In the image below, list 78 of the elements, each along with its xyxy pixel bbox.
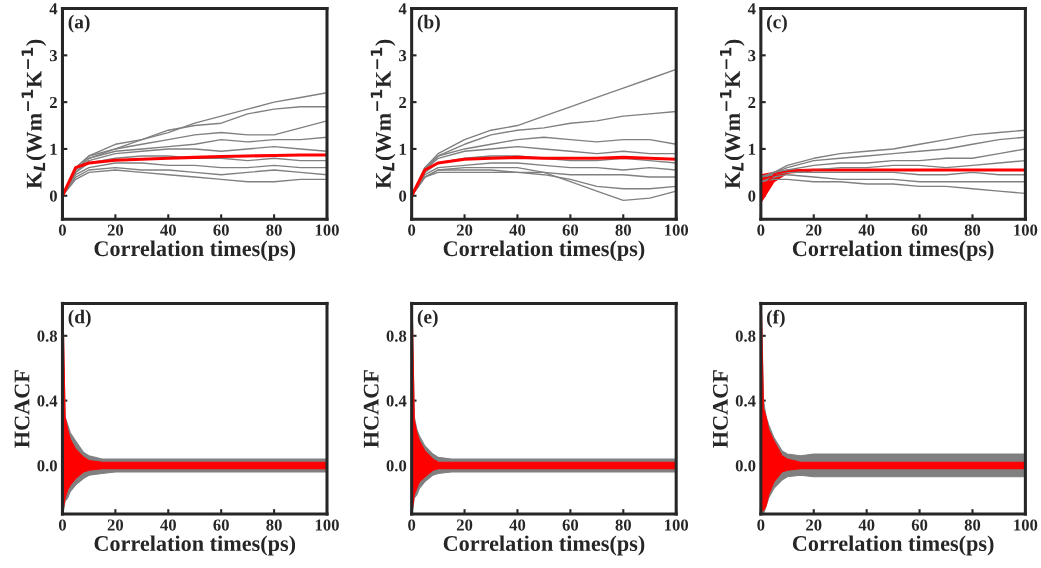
x-tick-label: 100	[315, 519, 339, 531]
x-axis-title: Correlation times(ps)	[443, 240, 645, 261]
y-tick-label: 2	[399, 96, 407, 108]
x-axis-title: Correlation times(ps)	[94, 535, 296, 556]
x-tick-label: 60	[911, 519, 928, 531]
y-axis-title: HCACF	[14, 370, 30, 448]
x-tick-label: 100	[315, 224, 339, 236]
y-tick-label: 1	[50, 143, 57, 155]
x-tick-label: 20	[806, 519, 822, 531]
x-axis-title: Correlation times(ps)	[94, 240, 296, 261]
x-tick-label: 40	[160, 224, 176, 236]
y-tick-label: 0	[748, 190, 756, 202]
y-tick-label: 0.8	[37, 330, 58, 342]
x-tick-label: 40	[509, 224, 526, 236]
y-axis-title: K$_{L}$(Wm$^{−1}$K$^{−1}$)	[719, 39, 745, 189]
x-axis-title: Correlation times(ps)	[792, 535, 994, 556]
y-tick-label: 1	[748, 143, 756, 155]
y-tick-label: 0	[49, 190, 57, 202]
y-axis-title: K$_{L}$(Wm$^{−1}$K$^{−1}$)	[21, 39, 47, 189]
y-tick-label: 0.4	[37, 395, 58, 407]
x-tick-label: 80	[964, 224, 981, 236]
y-tick-label: 0.0	[386, 460, 407, 472]
y-tick-label: 3	[399, 50, 407, 62]
x-tick-label: 60	[562, 519, 579, 531]
annotation: (f)	[766, 309, 785, 328]
x-tick-label: 20	[806, 224, 822, 236]
annotation: (b)	[417, 14, 440, 33]
x-tick-label: 0	[58, 519, 66, 531]
x-tick-label: 80	[964, 519, 981, 531]
x-tick-label: 60	[213, 519, 229, 531]
y-tick-label: 0.4	[735, 395, 756, 407]
y-tick-label: 4	[747, 3, 756, 15]
x-tick-label: 80	[615, 224, 631, 236]
y-tick-label: 0	[399, 190, 407, 202]
x-tick-label: 0	[408, 224, 416, 236]
x-tick-label: 0	[58, 224, 66, 236]
y-tick-label: 0.4	[386, 395, 407, 407]
y-tick-label: 3	[748, 50, 756, 62]
y-tick-label: 2	[49, 96, 57, 108]
y-axis-title: HCACF	[712, 370, 728, 448]
y-tick-label: 4	[398, 3, 407, 15]
x-tick-label: 100	[1014, 224, 1038, 236]
x-tick-label: 100	[665, 519, 689, 531]
x-axis-title: Correlation times(ps)	[443, 535, 645, 556]
x-tick-label: 60	[562, 224, 579, 236]
x-tick-label: 0	[757, 519, 765, 531]
y-tick-label: 0.8	[386, 330, 407, 342]
x-axis-title: Correlation times(ps)	[792, 240, 994, 261]
x-tick-label: 80	[266, 224, 282, 236]
x-tick-label: 60	[911, 224, 928, 236]
y-tick-label: 2	[748, 96, 756, 108]
x-tick-label: 40	[509, 519, 526, 531]
annotation: (e)	[417, 309, 438, 328]
y-tick-label: 1	[399, 143, 406, 155]
y-axis-title: HCACF	[363, 370, 379, 448]
annotation: (a)	[68, 14, 90, 33]
y-tick-label: 0.0	[37, 460, 57, 472]
x-tick-label: 80	[615, 519, 631, 531]
x-tick-label: 0	[408, 519, 416, 531]
y-axis-title: K$_{L}$(Wm$^{−1}$K$^{−1}$)	[370, 39, 396, 189]
x-tick-label: 20	[456, 224, 473, 236]
y-tick-label: 0.8	[735, 330, 756, 342]
x-tick-label: 100	[665, 224, 689, 236]
x-tick-label: 40	[858, 224, 875, 236]
x-tick-label: 20	[107, 519, 124, 531]
x-tick-label: 0	[757, 224, 765, 236]
x-tick-label: 40	[858, 519, 875, 531]
x-tick-label: 40	[160, 519, 176, 531]
x-tick-label: 20	[107, 224, 124, 236]
x-tick-label: 20	[456, 519, 473, 531]
annotation: (d)	[68, 309, 91, 328]
x-tick-label: 80	[266, 519, 282, 531]
annotation: (c)	[766, 14, 787, 33]
x-tick-label: 60	[213, 224, 229, 236]
y-tick-label: 4	[49, 3, 58, 15]
x-tick-label: 100	[1014, 519, 1038, 531]
y-tick-label: 3	[49, 50, 58, 62]
y-tick-label: 0.0	[735, 460, 756, 472]
